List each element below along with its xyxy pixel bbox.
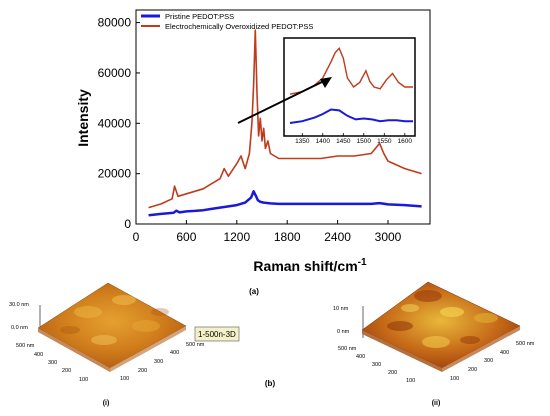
afm-right-axis-l3: 200 — [388, 370, 397, 376]
inset-x-tick-label-2: 1450 — [336, 138, 351, 145]
afm-right-axis-l0: 500 nm — [338, 346, 357, 352]
afm-left-axis-r1: 400 — [170, 350, 179, 356]
afm-left-tag-box — [194, 326, 240, 342]
zoom-arrow — [237, 77, 332, 124]
afm-right-axis-r2: 300 — [484, 358, 493, 364]
afm-left-axis-l1: 400 — [34, 352, 43, 358]
y-axis-label: Intensity — [75, 89, 91, 147]
afm-right-z-top: 10 nm — [333, 306, 349, 312]
x-tick-label-1: 600 — [176, 230, 196, 244]
inset-x-tick-label-3: 1500 — [357, 138, 372, 145]
afm-left-axis-l3: 200 — [62, 368, 71, 374]
inset-series — [289, 47, 413, 124]
x-tick-label-0: 0 — [133, 230, 140, 244]
x-tick-label-3: 1800 — [274, 230, 301, 244]
inset-series-line-1 — [289, 47, 413, 95]
inset-x-tick-label-1: 1400 — [316, 138, 331, 145]
legend-label-overoxidized: Electrochemically Overoxidized PEDOT:PSS — [165, 22, 313, 31]
y-tick-label-2: 40000 — [98, 116, 132, 130]
series-line-0 — [148, 190, 422, 217]
afm-surface-left: 30.0 nm 0.0 nm 500 nm 400 300 200 100 50… — [9, 282, 240, 407]
afm-left-tag: 1-500n-3D — [198, 330, 236, 339]
afm-right-axis-r0: 500 nm — [516, 341, 535, 347]
legend-label-pristine: Pristine PEDOT:PSS — [165, 12, 234, 21]
raman-series — [148, 29, 422, 217]
plot-frame — [135, 9, 431, 225]
y-tick-label-0: 0 — [124, 217, 131, 231]
afm-right-label: (ii) — [432, 400, 441, 407]
afm-left-axis-r4: 100 — [120, 376, 129, 382]
afm-left-z-top: 30.0 nm — [9, 302, 29, 308]
x-tick-label-4: 2400 — [324, 230, 351, 244]
x-axis-label-text: Raman shift/cm — [253, 258, 357, 274]
y-tick-label-1: 20000 — [98, 167, 132, 181]
afm-right-axis-r1: 400 — [500, 350, 509, 356]
inset-x-tick-label-4: 1550 — [377, 138, 392, 145]
afm-left-axis-r3: 200 — [138, 368, 147, 374]
x-axis-label-superscript: -1 — [358, 257, 367, 268]
inset-x-tick-label-5: 1600 — [398, 138, 413, 145]
afm-left-z-bottom: 0.0 nm — [11, 325, 28, 331]
inset-zoom: 1350 1400 1450 1500 1550 1600 — [283, 37, 416, 145]
afm-panel: 30.0 nm 0.0 nm 500 nm 400 300 200 100 50… — [9, 281, 535, 407]
afm-right-axis-r3: 200 — [468, 367, 477, 373]
panel-label-b: (b) — [265, 379, 276, 388]
afm-left-axis-l4: 100 — [79, 377, 88, 383]
legend: Pristine PEDOT:PSS Electrochemically Ove… — [141, 12, 313, 31]
afm-left-axis-r0: 500 nm — [186, 342, 205, 348]
panel-label-a: (a) — [249, 287, 259, 296]
afm-right-axis-l4: 100 — [406, 378, 415, 384]
series-line-1 — [148, 29, 422, 209]
inset-series-line-0 — [289, 108, 413, 124]
afm-left-axis-r2: 300 — [154, 359, 163, 365]
raman-chart: 0 20000 40000 60000 80000 0 600 1200 1800 2400 30… — [75, 9, 431, 296]
x-tick-label-2: 1200 — [223, 230, 250, 244]
y-tick-label-4: 80000 — [98, 16, 132, 30]
x-tick-label-5: 3000 — [375, 230, 402, 244]
afm-left-axis-l2: 300 — [48, 360, 57, 366]
inset-x-tick-label-0: 1350 — [295, 138, 310, 145]
x-axis-ticks: 0 600 1200 1800 2400 3000 — [133, 220, 402, 244]
y-tick-label-3: 60000 — [98, 66, 132, 80]
afm-left-label: (i) — [103, 400, 110, 407]
afm-left-axis-l0: 500 nm — [16, 343, 35, 349]
x-axis-label: Raman shift/cm-1 — [253, 257, 367, 274]
afm-surface-right: 10 nm 0 nm 500 nm 400 300 200 100 500 nm… — [333, 281, 535, 407]
afm-right-z-bottom: 0 nm — [337, 329, 350, 335]
afm-right-axis-l1: 400 — [356, 354, 365, 360]
y-axis-ticks: 0 20000 40000 60000 80000 — [98, 16, 140, 231]
inset-x-ticks: 1350 1400 1450 1500 1550 1600 — [295, 133, 412, 145]
afm-right-axis-l2: 300 — [372, 362, 381, 368]
afm-right-axis-r4: 100 — [450, 376, 459, 382]
